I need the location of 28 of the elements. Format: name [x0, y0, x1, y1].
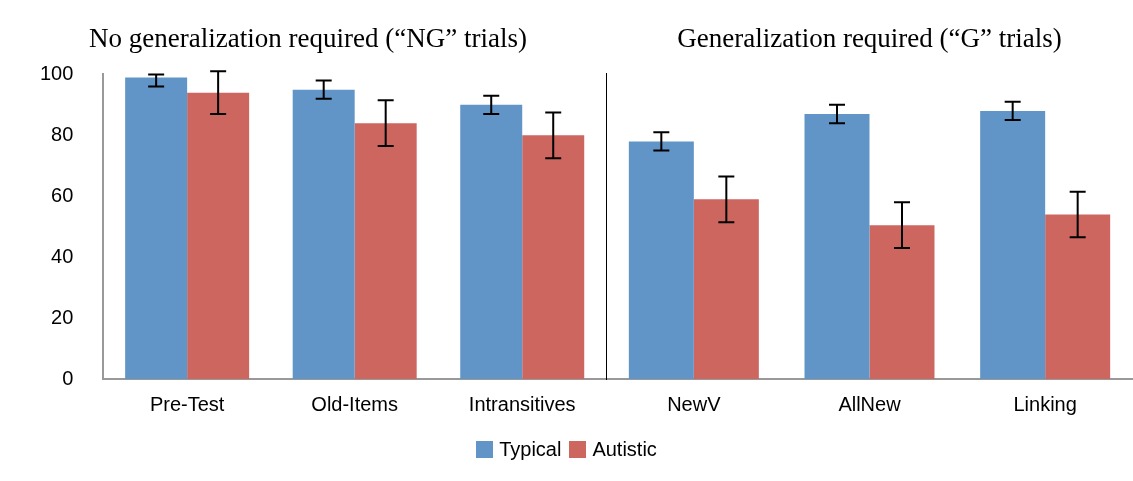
- y-tick-label: 40: [51, 244, 74, 267]
- bar: [522, 135, 585, 379]
- x-tick-label: Intransitives: [468, 392, 576, 415]
- bar: [125, 77, 188, 379]
- chart-title: Generalization required (“G” trials): [677, 23, 1062, 54]
- legend-label: Typical: [498, 438, 562, 461]
- x-tick-label: Pre-Test: [149, 392, 225, 415]
- y-tick-label: 80: [51, 122, 74, 145]
- x-tick-label: AllNew: [838, 392, 902, 415]
- bar: [460, 104, 523, 379]
- y-tick-label: 60: [51, 183, 74, 206]
- bar: [1045, 214, 1111, 379]
- legend-label: Autistic: [591, 438, 657, 461]
- y-tick-label: 20: [51, 305, 74, 328]
- x-tick-label: Linking: [1013, 392, 1077, 415]
- bar: [354, 123, 417, 379]
- bar: [693, 199, 759, 379]
- y-tick-label: 100: [39, 61, 74, 84]
- bar: [869, 225, 935, 379]
- y-tick-label: 0: [62, 366, 74, 389]
- x-tick-label: NewV: [667, 392, 722, 415]
- chart-title: No generalization required (“NG” trials): [89, 23, 527, 54]
- bar: [804, 114, 870, 379]
- bar: [628, 141, 694, 379]
- bar: [292, 89, 355, 379]
- bar: [980, 110, 1046, 379]
- x-tick-label: Old-Items: [311, 392, 399, 415]
- bar: [187, 92, 250, 379]
